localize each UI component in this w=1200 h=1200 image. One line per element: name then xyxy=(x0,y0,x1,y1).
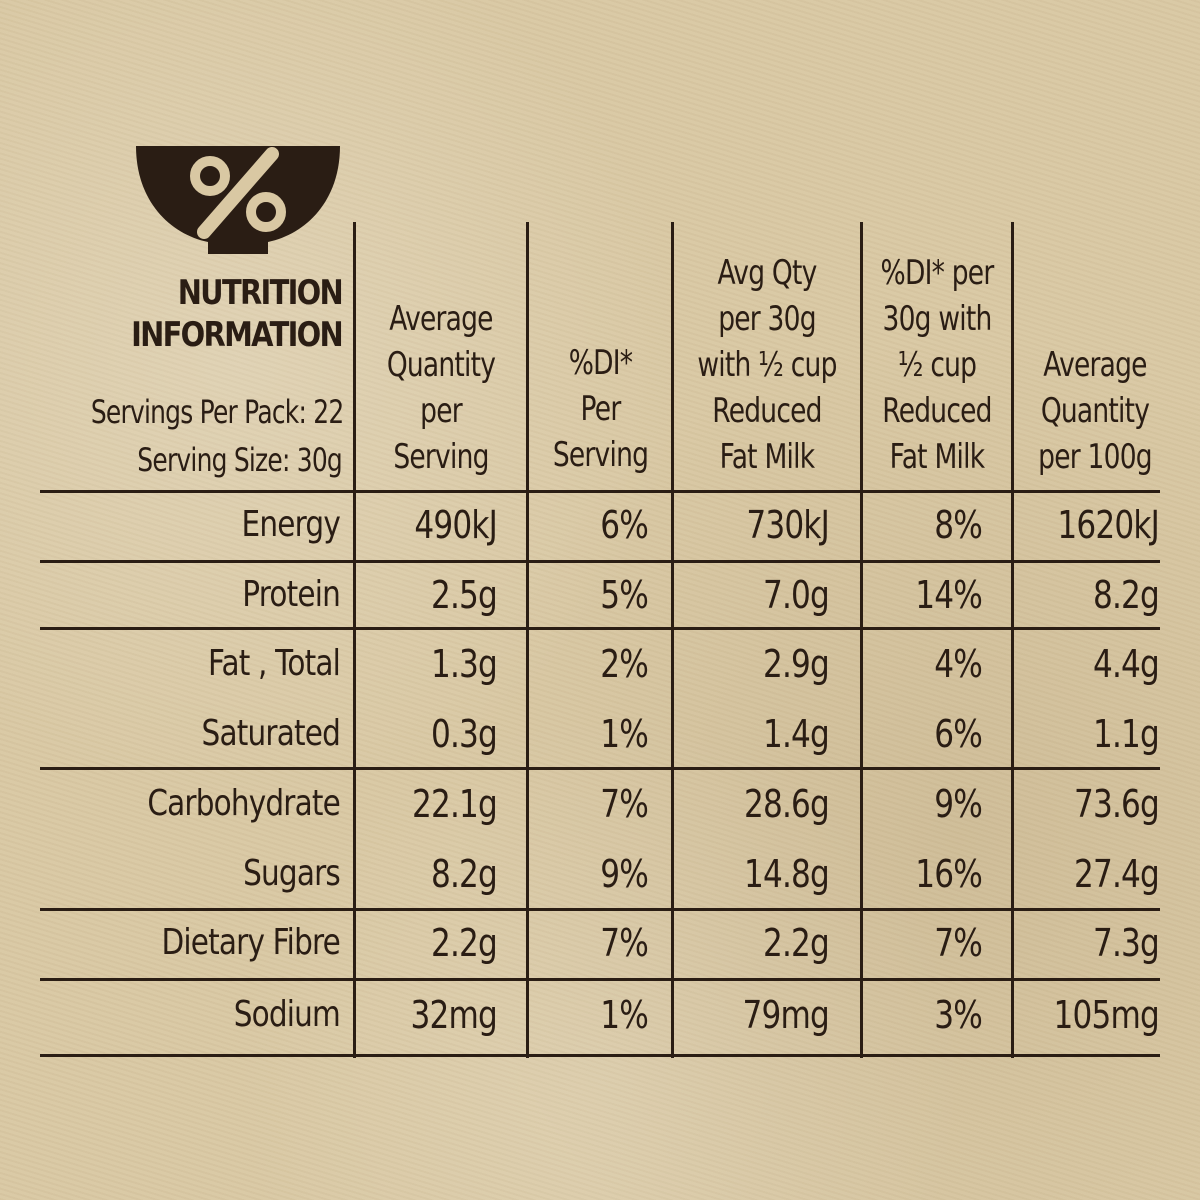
column-divider xyxy=(353,222,356,1058)
row-label-saturated: Saturated xyxy=(201,713,341,754)
cell-protein-100g: 8.2g xyxy=(1092,573,1160,617)
cell-sodium-di-milk: 3% xyxy=(934,993,983,1037)
cell-sodium-avg: 32mg xyxy=(410,993,497,1037)
cell-sugars-avg: 8.2g xyxy=(430,852,498,896)
row-divider xyxy=(40,1054,1160,1057)
cell-fibre-milk: 2.2g xyxy=(762,921,830,965)
cell-fat-di-milk: 4% xyxy=(934,642,983,686)
cell-saturated-avg: 0.3g xyxy=(430,712,498,756)
column-divider xyxy=(860,222,863,1058)
row-label-protein: Protein xyxy=(242,574,341,615)
row-label-dietary-fibre: Dietary Fibre xyxy=(161,922,340,963)
row-divider xyxy=(40,978,1160,981)
cell-carb-di: 7% xyxy=(600,782,649,826)
col-header-avg-per-100g: Average Quantity per 100g xyxy=(1038,345,1152,477)
cell-energy-di: 6% xyxy=(600,503,649,547)
cell-carb-milk: 28.6g xyxy=(743,782,830,826)
title-line-2: INFORMATION xyxy=(131,315,344,355)
cell-fat-100g: 4.4g xyxy=(1092,642,1160,686)
cell-sodium-100g: 105mg xyxy=(1053,993,1159,1037)
row-divider xyxy=(40,560,1160,563)
cell-sugars-milk: 14.8g xyxy=(743,852,830,896)
cell-sodium-di: 1% xyxy=(600,993,649,1037)
cell-carb-avg: 22.1g xyxy=(411,782,498,826)
row-label-energy: Energy xyxy=(241,504,341,545)
servings-per-pack: Servings Per Pack: 22 xyxy=(90,393,344,431)
row-divider xyxy=(40,767,1160,770)
cell-energy-100g: 1620kJ xyxy=(1057,503,1159,547)
cell-energy-avg: 490kJ xyxy=(414,503,497,547)
row-label-carbohydrate: Carbohydrate xyxy=(147,783,341,824)
row-divider xyxy=(40,908,1160,911)
cell-saturated-100g: 1.1g xyxy=(1092,712,1160,756)
cell-carb-di-milk: 9% xyxy=(934,782,983,826)
row-label-fat-total: Fat , Total xyxy=(207,643,341,684)
cell-saturated-milk: 1.4g xyxy=(762,712,830,756)
cell-fibre-di: 7% xyxy=(600,921,649,965)
column-divider xyxy=(526,222,529,1058)
cell-fat-avg: 1.3g xyxy=(430,642,498,686)
serving-info: Servings Per Pack: 22 Serving Size: 30g xyxy=(90,388,344,484)
cell-protein-avg: 2.5g xyxy=(430,573,498,617)
cell-fibre-100g: 7.3g xyxy=(1092,921,1160,965)
cell-carb-100g: 73.6g xyxy=(1073,782,1160,826)
cell-sugars-di-milk: 16% xyxy=(915,852,983,896)
panel-title: NUTRITION INFORMATION xyxy=(102,272,344,356)
cell-fibre-di-milk: 7% xyxy=(934,921,983,965)
title-line-1: NUTRITION xyxy=(177,273,344,313)
cell-protein-di-milk: 14% xyxy=(915,573,983,617)
cell-energy-milk: 730kJ xyxy=(746,503,829,547)
row-divider xyxy=(40,490,1160,493)
cell-sodium-milk: 79mg xyxy=(742,993,829,1037)
col-header-di-with-milk: %DI* per 30g with ½ cup Reduced Fat Milk xyxy=(880,253,995,477)
cell-protein-di: 5% xyxy=(600,573,649,617)
cell-sugars-di: 9% xyxy=(600,852,649,896)
serving-size: Serving Size: 30g xyxy=(137,441,342,479)
cell-fat-milk: 2.9g xyxy=(762,642,830,686)
cell-saturated-di: 1% xyxy=(600,712,649,756)
cell-sugars-100g: 27.4g xyxy=(1073,852,1160,896)
cell-fat-di: 2% xyxy=(600,642,649,686)
col-header-avg-with-milk: Avg Qty per 30g with ½ cup Reduced Fat M… xyxy=(697,253,837,477)
row-label-sodium: Sodium xyxy=(233,994,341,1035)
percent-bowl-icon xyxy=(136,146,340,254)
col-header-avg-per-serving: Average Quantity per Serving xyxy=(386,299,496,477)
column-divider xyxy=(671,222,674,1058)
column-divider xyxy=(1011,222,1014,1058)
row-divider xyxy=(40,627,1160,630)
row-label-sugars: Sugars xyxy=(243,853,341,894)
cell-fibre-avg: 2.2g xyxy=(430,921,498,965)
cell-saturated-di-milk: 6% xyxy=(934,712,983,756)
col-header-di-per-serving: %DI* Per Serving xyxy=(552,343,649,475)
cell-energy-di-milk: 8% xyxy=(934,503,983,547)
cell-protein-milk: 7.0g xyxy=(762,573,830,617)
